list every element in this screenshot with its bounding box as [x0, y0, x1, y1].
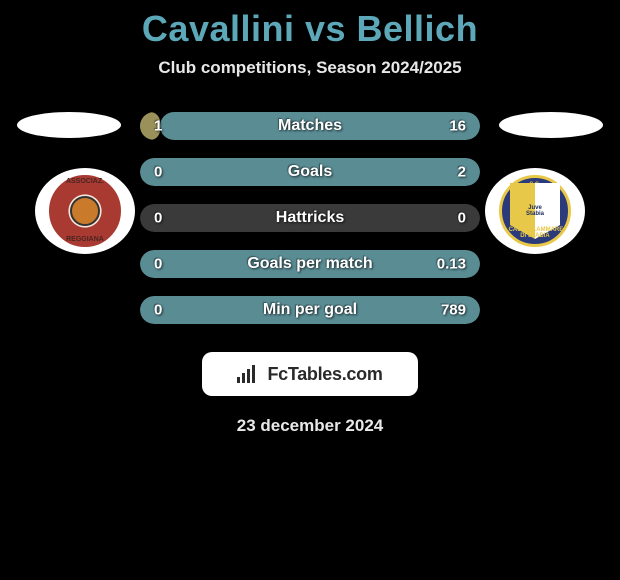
- stat-value-left: 1: [154, 118, 162, 135]
- player-left-column: ASSOCIAZ. REGGIANA: [15, 112, 135, 254]
- stat-label: Goals per match: [247, 255, 372, 273]
- stat-label: Goals: [288, 163, 332, 181]
- main-row: ASSOCIAZ. REGGIANA 1 16 Matches 0 2 Goals 0 0 Ha…: [0, 112, 620, 324]
- brand-badge[interactable]: FcTables.com: [202, 352, 418, 396]
- subtitle: Club competitions, Season 2024/2025: [0, 58, 620, 78]
- bar-chart-icon: [237, 365, 259, 383]
- stat-value-left: 0: [154, 302, 162, 319]
- stat-bar: 0 2 Goals: [140, 158, 480, 186]
- stat-label: Min per goal: [263, 301, 357, 319]
- player-right-photo-placeholder: [499, 112, 603, 138]
- juve-stabia-crest-icon: S.S. Juve Stabia CASTELLAMMARE DI STABIA: [499, 175, 571, 247]
- stat-value-right: 789: [441, 302, 466, 319]
- brand-label: FcTables.com: [267, 364, 382, 385]
- stat-value-right: 0.13: [437, 256, 466, 273]
- stat-value-left: 0: [154, 210, 162, 227]
- stat-value-right: 2: [458, 164, 466, 181]
- stat-value-right: 16: [449, 118, 466, 135]
- stat-value-left: 0: [154, 164, 162, 181]
- comparison-card: Cavallini vs Bellich Club competitions, …: [0, 0, 620, 436]
- stat-bar: 0 789 Min per goal: [140, 296, 480, 324]
- stat-value-left: 0: [154, 256, 162, 273]
- player-right-club-badge: S.S. Juve Stabia CASTELLAMMARE DI STABIA: [485, 168, 585, 254]
- stat-value-right: 0: [458, 210, 466, 227]
- stat-bar: 1 16 Matches: [140, 112, 480, 140]
- stats-column: 1 16 Matches 0 2 Goals 0 0 Hattricks 0 0.13 Goals p…: [135, 112, 485, 324]
- player-right-column: S.S. Juve Stabia CASTELLAMMARE DI STABIA: [485, 112, 605, 254]
- reggiana-crest-icon: ASSOCIAZ. REGGIANA: [49, 175, 121, 247]
- footer-date: 23 december 2024: [0, 416, 620, 436]
- stat-bar: 0 0.13 Goals per match: [140, 250, 480, 278]
- player-left-club-badge: ASSOCIAZ. REGGIANA: [35, 168, 135, 254]
- page-title: Cavallini vs Bellich: [0, 8, 620, 50]
- player-left-photo-placeholder: [17, 112, 121, 138]
- stat-bar: 0 0 Hattricks: [140, 204, 480, 232]
- stat-label: Hattricks: [276, 209, 344, 227]
- stat-label: Matches: [278, 117, 342, 135]
